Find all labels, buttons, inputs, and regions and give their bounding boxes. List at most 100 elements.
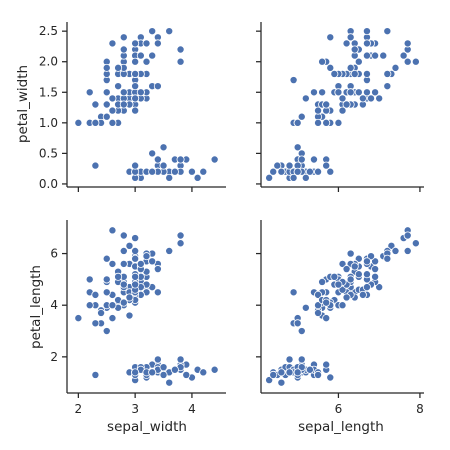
scatter-point	[148, 51, 157, 60]
scatter-point	[277, 167, 286, 176]
scatter-point	[125, 293, 134, 302]
scatter-panel-petal-width-vs-sepal-length	[256, 22, 424, 192]
y-tick-label: 1.0	[39, 116, 58, 130]
scatter-point	[265, 376, 274, 385]
scatter-point	[277, 378, 286, 387]
scatter-point	[102, 327, 111, 336]
scatter-point	[301, 303, 310, 312]
x-tick-label: 8	[416, 402, 424, 416]
scatter-point	[165, 246, 174, 255]
scatter-point	[108, 94, 117, 103]
scatter-point	[285, 161, 294, 170]
scatter-point	[354, 88, 363, 97]
scatter-point	[182, 370, 191, 379]
scatter-point	[131, 106, 140, 115]
scatter-point	[193, 173, 202, 182]
scatter-point	[358, 290, 367, 299]
scatter-point	[354, 57, 363, 66]
scatter-point	[346, 88, 355, 97]
scatter-point	[148, 257, 157, 266]
scatter-point	[362, 88, 371, 97]
scatter-point	[330, 69, 339, 78]
scatter-point	[322, 118, 331, 127]
scatter-point	[362, 283, 371, 292]
scatter-point	[131, 94, 140, 103]
scatter-point	[289, 288, 298, 297]
scatter-point	[297, 327, 306, 336]
scatter-point	[403, 57, 412, 66]
scatter-point	[403, 231, 412, 240]
x-axis-label-sepal-length: sepal_length	[298, 419, 384, 435]
scatter-point	[136, 259, 145, 268]
scatter-point	[159, 370, 168, 379]
scatter-point	[85, 301, 94, 310]
scatter-point	[293, 118, 302, 127]
scatter-point	[165, 378, 174, 387]
scatter-point	[153, 39, 162, 48]
scatter-point	[176, 57, 185, 66]
scatter-point	[322, 161, 331, 170]
scatter-point	[322, 314, 331, 323]
scatter-point	[293, 368, 302, 377]
scatter-point	[119, 246, 128, 255]
scatter-point	[148, 167, 157, 176]
scatter-point	[326, 167, 335, 176]
scatter-point	[131, 234, 140, 243]
scatter-point	[350, 262, 359, 271]
scatter-point	[269, 167, 278, 176]
scatter-point	[91, 118, 100, 127]
scatter-point	[74, 314, 83, 323]
scatter-point	[91, 370, 100, 379]
scatter-point	[318, 57, 327, 66]
scatter-point	[74, 118, 83, 127]
scatter-point	[102, 112, 111, 121]
x-tick-label: 6	[335, 402, 343, 416]
scatter-point	[293, 167, 302, 176]
scatter-point	[318, 88, 327, 97]
scatter-point	[330, 272, 339, 281]
scatter-point	[367, 94, 376, 103]
scatter-point	[119, 33, 128, 42]
scatter-point	[314, 118, 323, 127]
scatter-panel-petal-width-vs-sepal-width: 0.0 0.5 1.0 1.5 2.0 2.5	[39, 22, 226, 192]
scatter-point	[142, 252, 151, 261]
scatter-point	[367, 252, 376, 261]
scatter-point	[301, 173, 310, 182]
scatter-point	[387, 241, 396, 250]
scatter-point	[371, 88, 380, 97]
scatter-point	[362, 39, 371, 48]
scatter-point	[108, 106, 117, 115]
scatter-point	[326, 373, 335, 382]
scatter-point	[289, 173, 298, 182]
scatter-point	[119, 231, 128, 240]
scatter-point	[119, 88, 128, 97]
scatter-point	[354, 270, 363, 279]
scatter-point	[176, 155, 185, 164]
scatter-point	[350, 45, 359, 54]
scatter-point	[119, 298, 128, 307]
scatter-point	[159, 161, 168, 170]
scatter-point	[322, 360, 331, 369]
scatter-point	[285, 368, 294, 377]
scatter-point	[305, 365, 314, 374]
scatter-point	[170, 167, 179, 176]
scatter-point	[289, 76, 298, 85]
scatter-point	[210, 365, 219, 374]
scatter-point	[114, 63, 123, 72]
scatter-point	[314, 167, 323, 176]
scatter-point	[119, 45, 128, 54]
scatter-point	[297, 363, 306, 372]
scatter-point	[108, 314, 117, 323]
scatter-point	[102, 288, 111, 297]
scatter-point	[131, 280, 140, 289]
scatter-point	[350, 69, 359, 78]
scatter-point	[293, 319, 302, 328]
scatter-point	[322, 100, 331, 109]
scatter-point	[411, 239, 420, 248]
scatter-point	[176, 239, 185, 248]
scatter-point	[176, 231, 185, 240]
scatter-point	[297, 155, 306, 164]
scatter-point	[362, 69, 371, 78]
